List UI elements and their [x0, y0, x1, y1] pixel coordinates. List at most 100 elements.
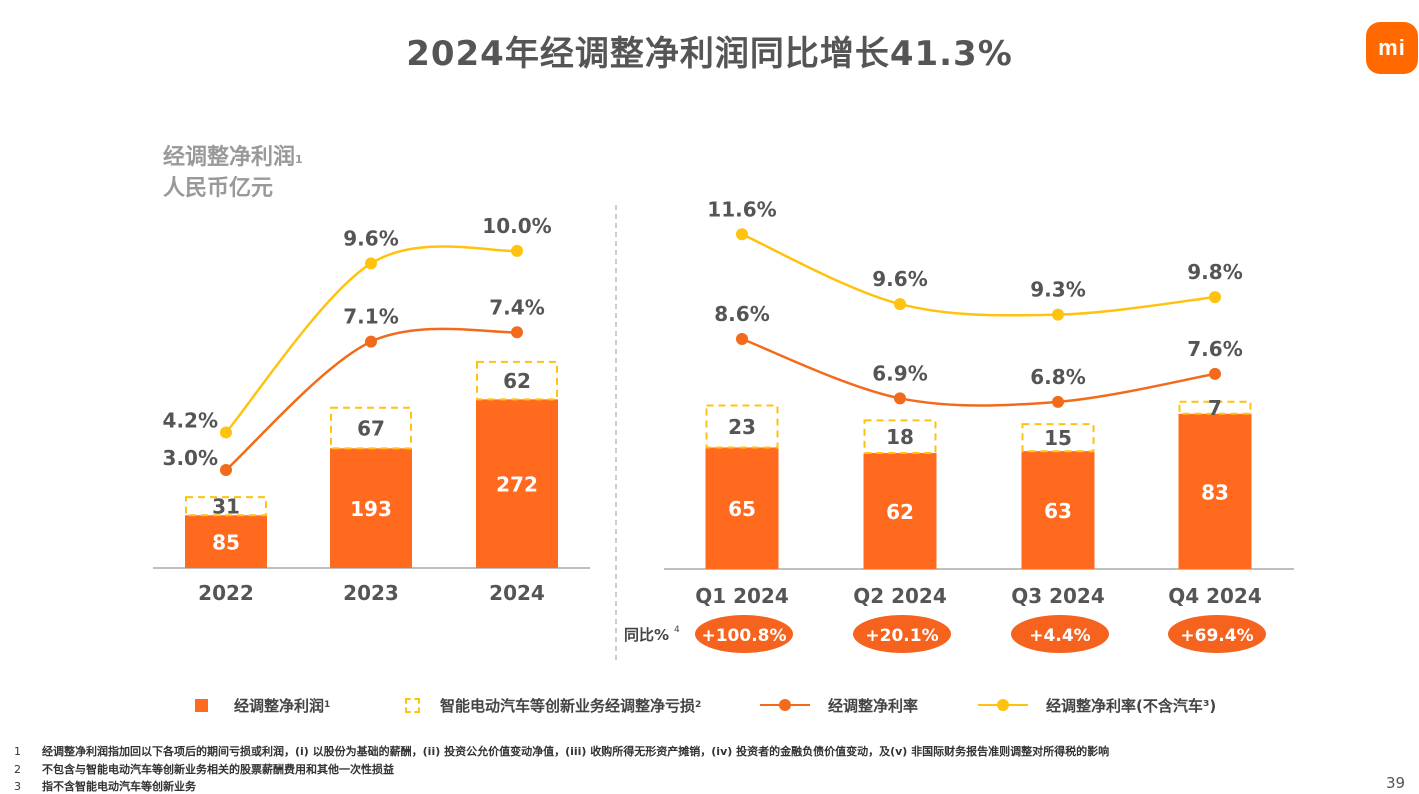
footnote-2: 2 不包含与智能电动汽车等创新业务相关的股票薪酬费用和其他一次性损益 [14, 761, 394, 777]
bar-value-label: 83 [1201, 480, 1229, 504]
loss-value-label: 31 [212, 495, 240, 519]
bar-adjusted-net-profit [330, 448, 412, 568]
line-value-label: 4.2% [163, 408, 218, 432]
bar-ev-loss [185, 496, 267, 517]
point-margin [365, 335, 377, 348]
point-margin-ex-auto [1052, 308, 1064, 321]
line-margin-ex-auto [741, 233, 1216, 317]
yoy-row-label: 同比% [624, 626, 669, 644]
yoy-row-footnote-ref: 4 [674, 625, 680, 635]
bar-ev-loss [476, 360, 558, 401]
legend-label: 智能电动汽车等创新业务经调整净亏损 [440, 696, 696, 715]
point-margin-ex-auto [511, 244, 523, 257]
legend-item-ev-loss: 智能电动汽车等创新业务经调整净亏损 2 [405, 694, 701, 716]
footnote-3: 3 指不含智能电动汽车等创新业务 [14, 778, 196, 794]
x-tick-label: Q2 2024 [853, 584, 947, 608]
x-tick-label: Q1 2024 [695, 584, 789, 608]
loss-value-label: 18 [886, 425, 914, 449]
point-margin [736, 333, 748, 345]
loss-value-label: 23 [728, 415, 756, 439]
bar-value-label: 65 [728, 497, 756, 521]
legend-label: 经调整净利率 [828, 696, 919, 715]
unit-footnote-ref: 1 [295, 153, 303, 166]
point-margin [894, 392, 906, 405]
legend-swatch-dashed [405, 697, 420, 713]
x-tick-label: 2022 [198, 581, 254, 605]
line-value-label: 8.6% [714, 302, 769, 326]
legend-item-margin-ex-auto: 经调整净利率(不含汽车³) [978, 694, 1216, 716]
point-margin [511, 326, 523, 339]
legend-item-adjusted-net-profit: 经调整净利润 1 [195, 694, 330, 716]
bar-value-label: 62 [886, 500, 914, 524]
chart-unit-label: 经调整净利润1 人民币亿元 [163, 142, 303, 204]
line-value-label: 11.6% [707, 197, 776, 221]
footnote-number: 2 [14, 763, 21, 776]
line-value-label: 7.1% [343, 305, 398, 329]
bar-value-label: 193 [350, 497, 392, 521]
loss-value-label: 15 [1044, 426, 1072, 450]
x-tick-label: Q3 2024 [1011, 584, 1105, 608]
line-value-label: 7.4% [489, 295, 544, 319]
line-value-label: 6.9% [872, 361, 927, 385]
unit-currency-label: 人民币亿元 [163, 176, 274, 201]
bar-adjusted-net-profit [1178, 413, 1252, 569]
yoy-badge [1168, 615, 1266, 653]
legend-label: 经调整净利率(不含汽车³) [1046, 696, 1217, 715]
line-value-label: 9.6% [343, 226, 398, 250]
legend-line-orange-icon [760, 699, 810, 711]
bar-ev-loss [1021, 423, 1095, 453]
bar-value-label: 85 [212, 531, 240, 555]
xiaomi-logo: mi [1366, 22, 1418, 74]
line-margin [741, 337, 1216, 407]
x-tick-label: 2024 [489, 581, 545, 605]
point-margin [220, 464, 232, 476]
bar-ev-loss [1178, 400, 1252, 415]
yoy-badge-label: +69.4% [1180, 626, 1253, 646]
line-value-label: 10.0% [482, 214, 551, 238]
footnote-text: 指不含智能电动汽车等创新业务 [42, 780, 196, 793]
point-margin [1052, 395, 1064, 408]
legend-swatch-solid [195, 698, 208, 712]
legend-label: 经调整净利润 [234, 696, 325, 715]
bar-adjusted-net-profit [705, 447, 779, 569]
unit-metric-label: 经调整净利润 [163, 145, 296, 170]
bar-value-label: 272 [496, 473, 538, 497]
footnote-text: 经调整净利润指加回以下各项后的期间亏损或利润，(i) 以股份为基础的薪酬，(ii… [42, 745, 1110, 758]
bar-adjusted-net-profit [476, 399, 558, 568]
legend-line-yellow-icon [978, 699, 1028, 711]
bar-ev-loss [863, 419, 937, 455]
bar-value-label: 63 [1044, 499, 1072, 523]
yoy-badge [1011, 615, 1109, 653]
yoy-badge [853, 615, 951, 653]
page-number: 39 [1386, 774, 1406, 792]
bar-adjusted-net-profit [863, 453, 937, 569]
bar-adjusted-net-profit [1021, 451, 1095, 569]
point-margin-ex-auto [365, 257, 377, 270]
bar-adjusted-net-profit [185, 515, 267, 568]
yoy-badge-label: +4.4% [1029, 626, 1090, 646]
yoy-badge-label: +100.8% [701, 626, 786, 646]
point-margin-ex-auto [1209, 291, 1221, 304]
loss-value-label: 67 [357, 417, 385, 441]
loss-value-label: 62 [503, 369, 531, 393]
legend-sup: 1 [324, 700, 331, 710]
line-value-label: 3.0% [163, 446, 218, 470]
line-value-label: 9.3% [1030, 278, 1085, 302]
point-margin [1209, 367, 1221, 380]
legend-item-margin: 经调整净利率 [760, 694, 918, 716]
point-margin-ex-auto [736, 228, 748, 241]
x-tick-label: 2023 [343, 581, 399, 605]
line-value-label: 7.6% [1187, 337, 1242, 361]
x-tick-label: Q4 2024 [1168, 584, 1262, 608]
bar-ev-loss [330, 406, 412, 450]
yoy-badge-label: +20.1% [865, 626, 938, 646]
footnote-number: 1 [14, 745, 21, 758]
line-value-label: 6.8% [1030, 365, 1085, 389]
footnote-text: 不包含与智能电动汽车等创新业务相关的股票薪酬费用和其他一次性损益 [42, 763, 394, 776]
legend-sup: 2 [695, 700, 702, 710]
loss-value-label: 7 [1208, 396, 1222, 420]
page-title: 2024年经调整净利润同比增长41.3% [406, 34, 1013, 74]
footnote-1: 1 经调整净利润指加回以下各项后的期间亏损或利润，(i) 以股份为基础的薪酬，(i… [14, 743, 1109, 759]
point-margin-ex-auto [220, 426, 232, 439]
point-margin-ex-auto [894, 298, 906, 311]
